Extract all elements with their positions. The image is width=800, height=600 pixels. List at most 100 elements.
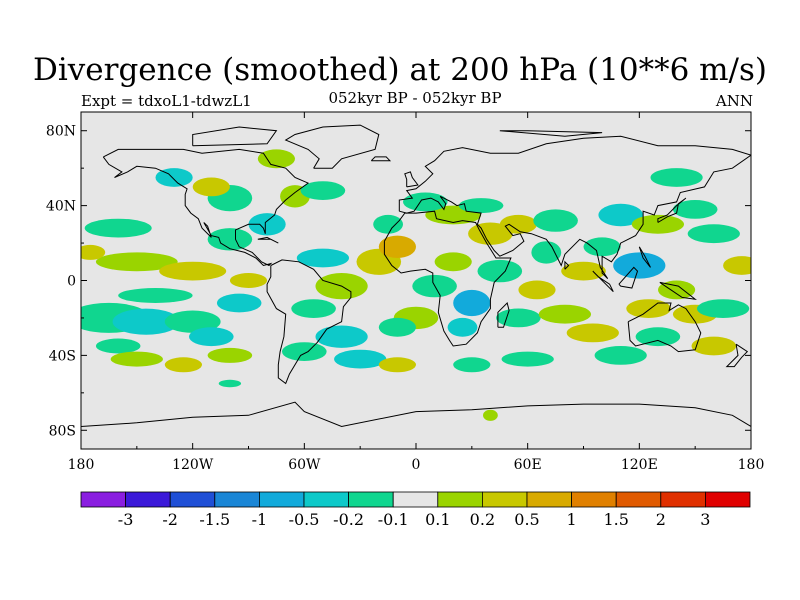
- colorbar-label: -2: [162, 510, 178, 529]
- lat-tick-label: 80N: [46, 124, 76, 140]
- colorbar-label: -0.5: [289, 510, 320, 529]
- divergence-contour: [248, 213, 286, 236]
- coastline: [257, 236, 279, 244]
- colorbar-label: 3: [700, 510, 710, 529]
- divergence-contour: [453, 289, 491, 317]
- coastline: [499, 130, 603, 137]
- season-label: ANN: [715, 92, 753, 110]
- colorbar-swatch: [169, 491, 216, 508]
- divergence-contour: [723, 256, 751, 275]
- divergence-contour: [291, 299, 336, 318]
- colorbar-swatch: [348, 491, 394, 508]
- lon-tick-label: 180: [738, 457, 765, 473]
- colorbar-label: 1: [567, 510, 577, 529]
- divergence-contour: [453, 357, 491, 373]
- divergence-contour: [84, 218, 152, 238]
- coastline: [592, 270, 614, 293]
- divergence-contour: [118, 288, 193, 303]
- divergence-contour: [691, 336, 737, 356]
- divergence-contour: [566, 323, 619, 343]
- divergence-contour: [378, 235, 416, 258]
- divergence-contour: [477, 259, 523, 283]
- coastline: [102, 148, 310, 267]
- coastline: [370, 156, 392, 162]
- colorbar-label: -1.5: [199, 510, 230, 529]
- divergence-contour: [697, 299, 750, 318]
- map-subtitle: 052kyr BP - 052kyr BP: [328, 89, 502, 107]
- divergence-contour: [373, 214, 403, 234]
- colorbar-swatch: [303, 491, 349, 508]
- colorbar: -3 -2 -1.5 -1 -0.5 -0.2 -0.1 0.1 0.2 0.5 1 1.5 2 3: [80, 491, 751, 529]
- divergence-contour: [81, 244, 106, 260]
- coastline: [659, 281, 697, 300]
- colorbar-label: 1.5: [603, 510, 628, 529]
- divergence-contour: [296, 248, 349, 268]
- divergence-contour: [164, 357, 202, 373]
- coastline: [618, 266, 639, 289]
- coastline: [657, 197, 687, 223]
- lon-tick-label: 120E: [621, 457, 658, 473]
- colorbar-label: 0.5: [514, 510, 539, 529]
- divergence-contour: [561, 261, 606, 281]
- colorbar-swatch: [214, 491, 260, 508]
- divergence-contour: [626, 299, 671, 318]
- colorbar-swatch: [125, 491, 171, 508]
- divergence-contour: [315, 325, 368, 348]
- lon-tick-label: 60W: [288, 457, 321, 473]
- divergence-contour: [155, 168, 193, 187]
- divergence-contour: [496, 308, 541, 328]
- lat-tick-label: 40N: [46, 199, 76, 215]
- coastlines: [81, 124, 751, 428]
- colorbar-label: 0.2: [470, 510, 495, 529]
- divergence-contour: [229, 273, 268, 288]
- divergence-contour: [650, 168, 703, 187]
- colorbar-label: -1: [252, 510, 268, 529]
- colorbar-swatch: [571, 491, 617, 508]
- coastline: [81, 401, 751, 428]
- coastline: [398, 135, 751, 279]
- colorbar-label: -0.2: [333, 510, 364, 529]
- colorbar-swatch: [526, 491, 572, 508]
- coastline: [627, 302, 702, 353]
- divergence-contour: [613, 252, 666, 279]
- divergence-contour: [334, 349, 387, 369]
- divergence-contour: [483, 409, 498, 421]
- colorbar-swatch: [80, 491, 126, 508]
- divergence-contour: [257, 149, 295, 169]
- coastline: [192, 126, 278, 147]
- coastline: [383, 210, 512, 347]
- divergence-contour: [300, 181, 346, 201]
- divergence-contour: [378, 317, 416, 337]
- divergence-contour: [533, 209, 578, 232]
- divergence-contour: [598, 203, 643, 227]
- divergence-contour: [658, 280, 696, 300]
- divergence-contour: [531, 241, 562, 264]
- coastline: [284, 124, 380, 169]
- experiment-label: Expt = tdxoL1-tdwzL1: [81, 92, 252, 110]
- lat-tick-label: 80S: [49, 423, 76, 439]
- divergence-contour: [583, 237, 621, 257]
- divergence-contour: [403, 192, 448, 212]
- divergence-contour: [687, 224, 740, 244]
- divergence-contour: [378, 357, 416, 373]
- colorbar-swatch: [615, 491, 662, 508]
- divergence-contour: [112, 308, 180, 335]
- divergence-contour: [635, 327, 681, 347]
- divergence-contour: [538, 304, 592, 324]
- divergence-contour: [501, 351, 554, 367]
- lat-tick-label: 0: [67, 274, 76, 290]
- divergence-contour: [95, 252, 178, 272]
- colorbar-swatch: [437, 491, 483, 508]
- divergence-contour: [672, 200, 718, 219]
- divergence-contour: [110, 351, 163, 367]
- colorbar-swatch: [258, 491, 305, 508]
- divergence-contour: [216, 293, 262, 313]
- coastline: [404, 171, 419, 188]
- divergence-contour: [95, 338, 141, 354]
- coastline: [725, 343, 749, 368]
- lat-tick-label: 40S: [49, 348, 76, 364]
- divergence-contour: [189, 327, 234, 347]
- divergence-field: [81, 149, 751, 421]
- divergence-contour: [192, 177, 230, 197]
- lon-tick-label: 60E: [514, 457, 542, 473]
